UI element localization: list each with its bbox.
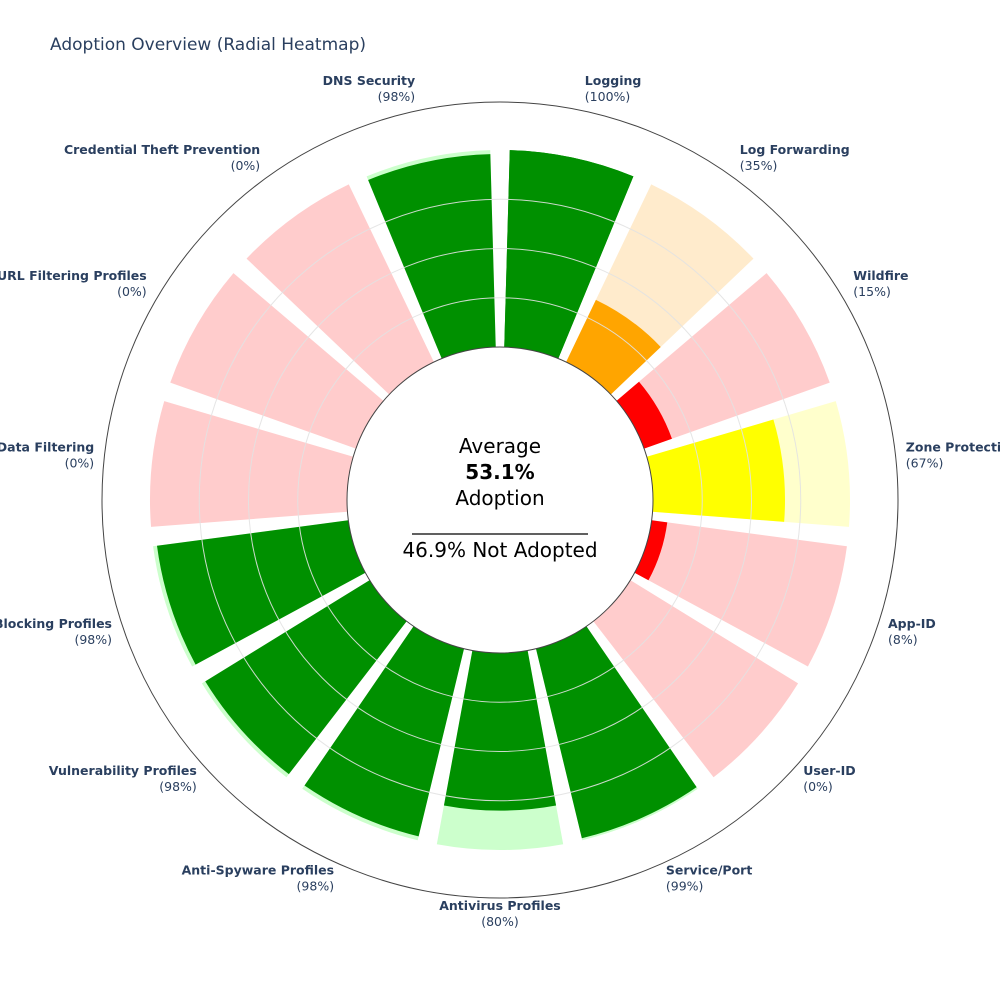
label-pct-service-port: (99%)	[666, 879, 704, 894]
label-logging: Logging	[585, 73, 642, 88]
label-vulnerability-profiles: Vulnerability Profiles	[49, 763, 197, 778]
bar-bg-app-id	[634, 520, 847, 667]
bars-layer	[149, 150, 851, 850]
label-pct-user-id: (0%)	[803, 779, 833, 794]
bar-app-id	[634, 520, 668, 581]
label-pct-logging: (100%)	[585, 89, 631, 104]
bar-log-forwarding	[566, 299, 661, 395]
label-pct-url-filtering-profiles: (0%)	[117, 284, 147, 299]
label-url-filtering-profiles: URL Filtering Profiles	[0, 268, 147, 283]
label-pct-data-filtering: (0%)	[65, 455, 95, 470]
label-dns-security: DNS Security	[323, 73, 416, 88]
label-pct-blocking-profiles: (98%)	[74, 632, 112, 647]
bar-antivirus-profiles	[443, 650, 557, 811]
grid-ring-2	[248, 248, 752, 752]
grid-ring-3	[198, 198, 802, 802]
grid-ring-1	[297, 297, 703, 703]
label-pct-zone-protection: (67%)	[906, 455, 944, 470]
bar-service-port	[535, 626, 697, 839]
label-data-filtering: Data Filtering	[0, 439, 94, 454]
bar-bg-url-filtering-profiles	[170, 273, 384, 449]
bar-dns-security	[368, 154, 496, 359]
label-antivirus-profiles: Antivirus Profiles	[439, 898, 561, 913]
label-user-id: User-ID	[803, 763, 855, 778]
bar-wildfire	[616, 381, 672, 449]
label-wildfire: Wildfire	[853, 268, 908, 283]
label-service-port: Service/Port	[666, 863, 752, 878]
label-pct-log-forwarding: (35%)	[740, 158, 778, 173]
bar-vulnerability-profiles	[205, 580, 407, 775]
inner-hole	[346, 346, 654, 654]
center-annotation: Average 53.1% Adoption 46.9% Not Adopted	[402, 434, 597, 562]
bar-blocking-profiles	[156, 520, 366, 665]
bar-bg-data-filtering	[149, 401, 354, 527]
label-zone-protection: Zone Protection	[906, 439, 1000, 454]
bar-bg-credential-theft-prevention	[246, 184, 434, 395]
label-pct-app-id: (8%)	[888, 632, 918, 647]
label-anti-spyware-profiles: Anti-Spyware Profiles	[182, 863, 334, 878]
label-app-id: App-ID	[888, 616, 936, 631]
bar-anti-spyware-profiles	[304, 626, 465, 837]
center-value: 53.1%	[465, 460, 534, 484]
chart-title: Adoption Overview (Radial Heatmap)	[50, 35, 366, 55]
outer-ring	[101, 101, 899, 899]
bar-zone-protection	[646, 419, 785, 522]
bar-logging	[504, 150, 634, 359]
center-line-adoption: Adoption	[455, 486, 544, 510]
center-not-adopted: 46.9% Not Adopted	[402, 538, 597, 562]
center-line-average: Average	[459, 434, 541, 458]
label-pct-dns-security: (98%)	[378, 89, 416, 104]
label-pct-antivirus-profiles: (80%)	[481, 914, 519, 929]
label-pct-wildfire: (15%)	[853, 284, 891, 299]
label-pct-vulnerability-profiles: (98%)	[159, 779, 197, 794]
labels-layer: Logging(100%) Log Forwarding(35%) Wildfire…	[0, 73, 1000, 929]
bar-bg-wildfire	[616, 273, 830, 449]
label-blocking-profiles: Blocking Profiles	[0, 616, 112, 631]
label-pct-credential-theft-prevention: (0%)	[231, 158, 261, 173]
label-credential-theft-prevention: Credential Theft Prevention	[64, 142, 260, 157]
label-log-forwarding: Log Forwarding	[740, 142, 850, 157]
bar-bg-user-id	[593, 580, 799, 778]
grid-layer	[198, 198, 802, 802]
label-pct-anti-spyware-profiles: (98%)	[297, 879, 335, 894]
